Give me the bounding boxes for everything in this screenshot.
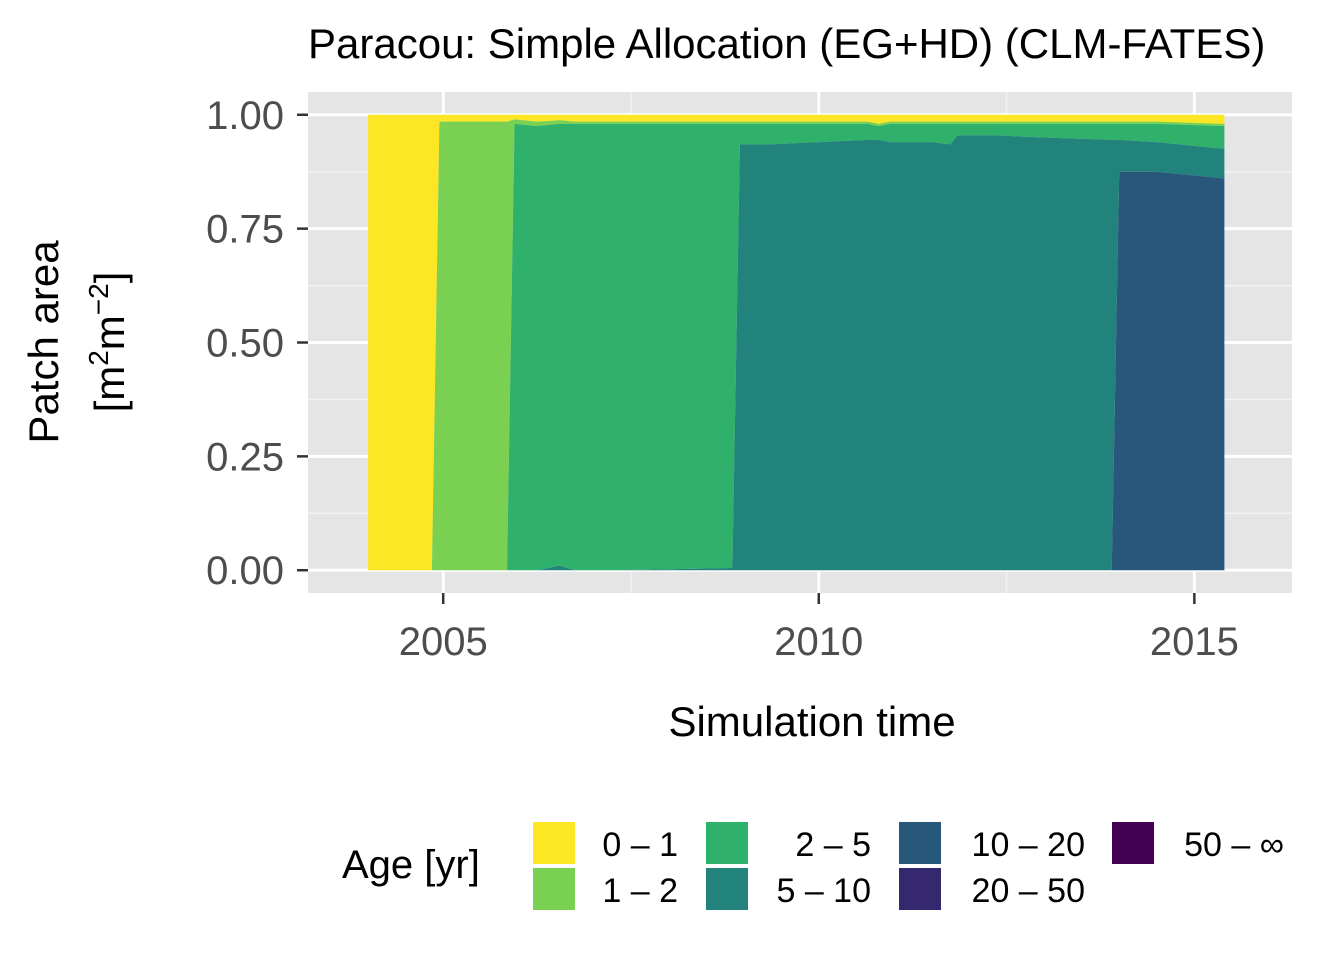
y-axis-title-unit: [m2m−2] (83, 272, 133, 413)
legend-key-2-5 (704, 820, 750, 866)
unit-exp2: −2 (83, 283, 114, 315)
legend-key-1-2 (531, 866, 577, 912)
y-tick-label: 1.00 (206, 94, 284, 138)
unit-close: ] (86, 272, 133, 284)
legend: Age [yr] 0 – 1 1 – 2 2 – 5 5 – 10 10 – 20 20 … (342, 820, 1284, 912)
series-areas (368, 114, 1225, 571)
unit-exp1: 2 (83, 350, 114, 366)
x-tick-label: 2005 (399, 620, 488, 664)
legend-key-10-20 (897, 820, 943, 866)
legend-key-50 (1110, 820, 1156, 866)
y-tick-label: 0.75 (206, 208, 284, 252)
legend-label-1-2: 1 – 2 (602, 872, 678, 910)
y-axis-title-line1: Patch area (20, 240, 67, 444)
legend-key-5-10 (704, 866, 750, 912)
legend-key-0-1 (531, 820, 577, 866)
area-age-10-20 (368, 171, 1225, 571)
legend-title: Age [yr] (342, 843, 480, 887)
y-axis-title: Patch area [m2m−2] (20, 240, 133, 444)
x-axis-title: Simulation time (668, 698, 955, 745)
area-age-5-10 (368, 135, 1225, 571)
legend-label-50: 50 – ∞ (1184, 826, 1284, 864)
legend-label-10-20: 10 – 20 (972, 826, 1085, 864)
area-age-2-5 (368, 123, 1225, 571)
legend-key-20-50 (897, 866, 943, 912)
y-axis: 0.00 0.25 0.50 0.75 1.00 (206, 94, 308, 593)
x-tick-label: 2010 (774, 620, 863, 664)
x-tick-label: 2015 (1150, 620, 1239, 664)
unit-mid: m (86, 315, 133, 350)
y-tick-label: 0.25 (206, 435, 284, 479)
x-axis: 2005 2010 2015 (399, 593, 1239, 664)
y-tick-label: 0.00 (206, 549, 284, 593)
unit-open: [m (86, 366, 133, 413)
legend-label-2-5: 2 – 5 (795, 826, 871, 864)
area-age-1-2 (368, 119, 1225, 571)
legend-label-0-1: 0 – 1 (602, 826, 678, 864)
chart-title: Paracou: Simple Allocation (EG+HD) (CLM-… (308, 20, 1265, 67)
legend-label-20-50: 20 – 50 (972, 872, 1085, 910)
legend-label-5-10: 5 – 10 (776, 872, 871, 910)
y-tick-label: 0.50 (206, 322, 284, 366)
